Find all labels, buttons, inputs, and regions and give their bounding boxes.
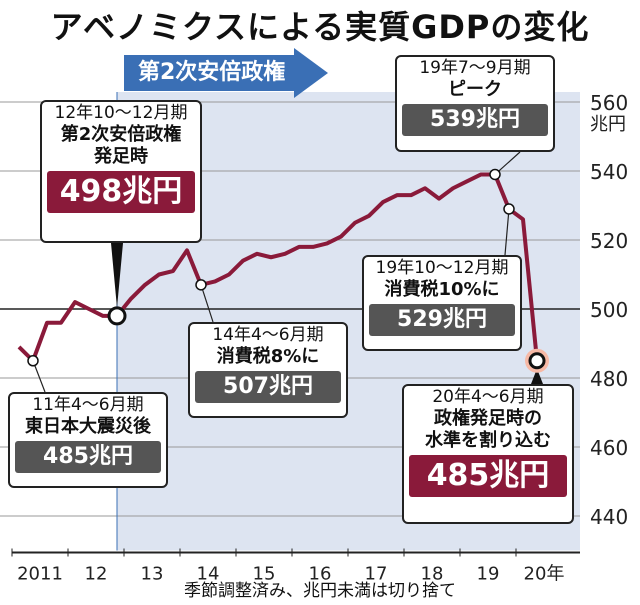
callout-period: 14年4～6月期: [212, 325, 324, 345]
x-tick-label: 17: [365, 564, 388, 585]
callout-event: 第2次安倍政権 発足時: [60, 124, 182, 167]
y-tick-label: 480: [590, 367, 628, 391]
pointer-start: [111, 243, 123, 308]
x-tick-label: 13: [141, 564, 164, 585]
x-tick-label: 18: [421, 564, 444, 585]
callout-period: 19年7～9月期: [419, 58, 531, 78]
y-tick-label: 500: [590, 298, 628, 322]
x-tick-label: 12: [85, 564, 108, 585]
x-tick-label: 20年: [524, 564, 565, 585]
callout-peak: 19年7～9月期 ピーク 539兆円: [395, 55, 555, 152]
callout-period: 12年10～12月期: [54, 103, 188, 123]
banner-arrow-icon: [294, 48, 328, 98]
pointer-latest: [531, 368, 543, 384]
callout-value: 498兆円: [47, 171, 195, 213]
y-tick-label: 520: [590, 229, 628, 253]
callout-event: 消費税10%に: [384, 279, 500, 300]
x-tick-label: 15: [253, 564, 276, 585]
callout-period: 11年4～6月期: [32, 395, 144, 415]
callout-event: 東日本大震災後: [25, 416, 151, 437]
callout-tax10: 19年10～12月期 消費税10%に 529兆円: [362, 255, 522, 351]
y-tick-label: 460: [590, 436, 628, 460]
highlight-point: [195, 279, 207, 291]
callout-value: 539兆円: [402, 104, 548, 136]
y-tick-label: 440: [590, 505, 628, 529]
highlight-point: [27, 355, 39, 367]
callout-start: 12年10～12月期 第2次安倍政権 発足時 498兆円: [40, 100, 202, 243]
y-unit-label: 兆円: [590, 114, 626, 135]
callout-value: 485兆円: [409, 455, 567, 497]
x-tick-label: 14: [197, 564, 220, 585]
connector-tax10: [504, 208, 510, 256]
callout-tax8: 14年4～6月期 消費税8%に 507兆円: [188, 322, 348, 418]
callout-event: 政権発足時の 水準を割り込む: [425, 408, 551, 451]
connector-tax8: [200, 284, 214, 323]
highlight-point: [489, 168, 501, 181]
callout-value: 485兆円: [15, 441, 161, 473]
x-tick-label: 19: [477, 564, 500, 585]
callout-event: 消費税8%に: [216, 346, 320, 367]
highlight-point: [528, 352, 546, 370]
callout-event: ピーク: [448, 79, 502, 100]
highlight-point: [107, 306, 127, 326]
footnote: 季節調整済み、兆円未満は切り捨て: [184, 581, 456, 601]
callout-value: 529兆円: [369, 304, 515, 336]
abe-administration-banner: 第2次安倍政権: [124, 55, 294, 91]
callout-value: 507兆円: [195, 371, 341, 403]
y-tick-label: 540: [590, 160, 628, 184]
callout-latest: 20年4～6月期 政権発足時の 水準を割り込む 485兆円: [402, 384, 574, 524]
highlight-point: [503, 203, 515, 215]
x-tick-label: 2011: [17, 564, 63, 585]
callout-period: 20年4～6月期: [432, 387, 544, 407]
chart-title: アベノミクスによる実質GDPの変化: [50, 8, 590, 46]
x-tick-label: 16: [309, 564, 332, 585]
callout-earthquake: 11年4～6月期 東日本大震災後 485兆円: [8, 392, 168, 488]
callout-period: 19年10～12月期: [375, 258, 509, 278]
y-tick-label: 560: [590, 91, 628, 115]
gdp-line: [17, 172, 539, 363]
